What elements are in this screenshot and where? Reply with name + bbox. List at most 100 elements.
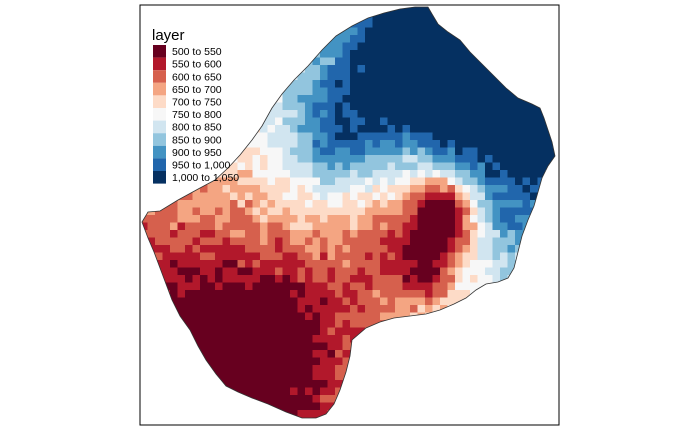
raster-cell — [312, 170, 321, 178]
raster-cell — [500, 230, 508, 238]
raster-cell — [320, 110, 328, 118]
raster-cell — [500, 155, 508, 163]
raster-cell — [387, 20, 396, 28]
raster-cell — [147, 230, 156, 238]
raster-cell — [402, 170, 411, 178]
raster-cell — [290, 200, 298, 208]
raster-cell — [380, 177, 388, 186]
raster-cell — [215, 185, 223, 193]
raster-cell — [380, 297, 388, 306]
raster-cell — [537, 117, 546, 126]
raster-cell — [155, 245, 163, 253]
raster-cell — [447, 95, 456, 103]
raster-cell — [192, 327, 201, 336]
raster-cell — [185, 297, 193, 306]
raster-cell — [282, 147, 291, 156]
raster-cell — [320, 387, 328, 396]
raster-cell — [147, 215, 156, 223]
raster-cell — [192, 297, 201, 306]
raster-cell — [365, 297, 373, 306]
raster-cell — [327, 200, 336, 208]
raster-cell — [282, 297, 291, 306]
raster-cell — [462, 102, 471, 111]
raster-cell — [417, 215, 426, 223]
raster-cell — [410, 35, 418, 43]
raster-cell — [282, 380, 291, 388]
raster-cell — [522, 155, 531, 163]
raster-cell — [245, 147, 253, 156]
raster-cell — [260, 282, 268, 291]
raster-cell — [432, 20, 441, 28]
raster-cell — [312, 65, 321, 73]
raster-cell — [282, 192, 291, 201]
raster-cell — [237, 155, 246, 163]
raster-cell — [327, 95, 336, 103]
raster-cell — [252, 342, 261, 351]
raster-cell — [185, 282, 193, 291]
raster-cell — [222, 215, 231, 223]
raster-cell — [342, 147, 351, 156]
raster-cell — [425, 65, 433, 73]
raster-cell — [290, 215, 298, 223]
raster-cell — [522, 132, 531, 141]
raster-cell — [455, 117, 463, 126]
raster-cell — [530, 162, 538, 171]
raster-cell — [267, 290, 276, 298]
raster-cell — [305, 147, 313, 156]
raster-cell — [282, 170, 291, 178]
raster-cell — [335, 110, 343, 118]
raster-cell — [440, 222, 448, 231]
raster-cell — [402, 140, 411, 148]
raster-cell — [425, 297, 433, 306]
raster-cell — [417, 117, 426, 126]
raster-cell — [177, 215, 186, 223]
raster-cell — [432, 95, 441, 103]
legend-label: 900 to 950 — [172, 147, 222, 159]
raster-cell — [470, 102, 478, 111]
raster-cell — [275, 260, 283, 268]
raster-cell — [530, 110, 538, 118]
raster-cell — [485, 110, 493, 118]
legend-label: 750 to 800 — [172, 109, 222, 121]
raster-cell — [327, 290, 336, 298]
raster-cell — [252, 395, 261, 403]
raster-cell — [222, 380, 231, 388]
raster-cell — [470, 162, 478, 171]
raster-cell — [267, 177, 276, 186]
raster-cell — [380, 110, 388, 118]
raster-cell — [327, 177, 336, 186]
raster-cell — [365, 35, 373, 43]
raster-cell — [372, 65, 381, 73]
raster-cell — [260, 155, 268, 163]
raster-cell — [455, 260, 463, 268]
raster-cell — [245, 177, 253, 186]
raster-cell — [252, 252, 261, 261]
raster-cell — [500, 117, 508, 126]
raster-cell — [222, 372, 231, 381]
raster-cell — [395, 312, 403, 321]
raster-cell — [357, 147, 366, 156]
raster-cell — [455, 102, 463, 111]
raster-cell — [237, 222, 246, 231]
raster-cell — [425, 245, 433, 253]
raster-cell — [177, 305, 186, 313]
raster-cell — [507, 177, 516, 186]
raster-cell — [387, 65, 396, 73]
raster-cell — [387, 72, 396, 81]
raster-cell — [320, 305, 328, 313]
raster-cell — [327, 207, 336, 216]
raster-cell — [282, 357, 291, 366]
raster-cell — [312, 380, 321, 388]
raster-cell — [237, 290, 246, 298]
raster-cell — [357, 275, 366, 283]
raster-cell — [380, 267, 388, 276]
raster-cell — [455, 290, 463, 298]
raster-cell — [252, 275, 261, 283]
raster-cell — [260, 170, 268, 178]
raster-cell — [402, 290, 411, 298]
raster-cell — [297, 177, 306, 186]
raster-cell — [170, 275, 178, 283]
raster-cell — [380, 282, 388, 291]
raster-cell — [477, 155, 486, 163]
raster-cell — [507, 192, 516, 201]
